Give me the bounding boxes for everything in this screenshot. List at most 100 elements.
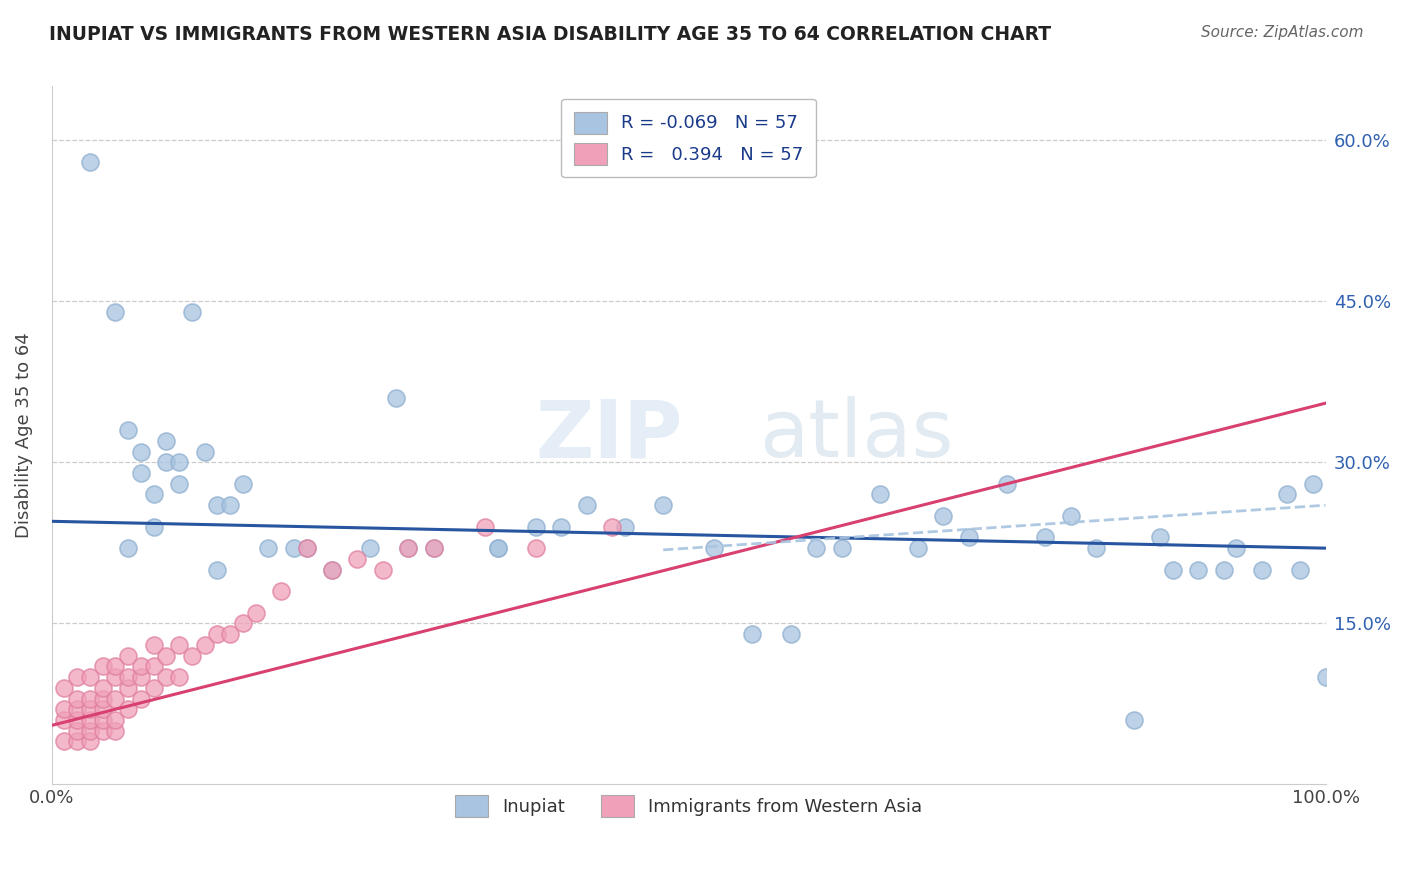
Point <box>117 670 139 684</box>
Point <box>232 476 254 491</box>
Point <box>703 541 725 556</box>
Point <box>1277 487 1299 501</box>
Point <box>396 541 419 556</box>
Point <box>117 423 139 437</box>
Point <box>295 541 318 556</box>
Point <box>346 552 368 566</box>
Text: atlas: atlas <box>759 396 953 475</box>
Point <box>79 713 101 727</box>
Point <box>66 734 89 748</box>
Point <box>53 702 76 716</box>
Point <box>600 519 623 533</box>
Text: ZIP: ZIP <box>536 396 683 475</box>
Point <box>232 616 254 631</box>
Legend: Inupiat, Immigrants from Western Asia: Inupiat, Immigrants from Western Asia <box>449 788 929 824</box>
Point <box>486 541 509 556</box>
Text: INUPIAT VS IMMIGRANTS FROM WESTERN ASIA DISABILITY AGE 35 TO 64 CORRELATION CHAR: INUPIAT VS IMMIGRANTS FROM WESTERN ASIA … <box>49 25 1052 44</box>
Point <box>219 498 242 512</box>
Point <box>1187 563 1209 577</box>
Point <box>129 659 152 673</box>
Point <box>117 541 139 556</box>
Point <box>117 702 139 716</box>
Point <box>550 519 572 533</box>
Point <box>207 627 229 641</box>
Point <box>167 476 190 491</box>
Point <box>66 723 89 738</box>
Point <box>79 723 101 738</box>
Point <box>194 638 217 652</box>
Point <box>613 519 636 533</box>
Point <box>741 627 763 641</box>
Point <box>1123 713 1146 727</box>
Point <box>91 713 114 727</box>
Point <box>129 691 152 706</box>
Point <box>142 638 165 652</box>
Point <box>257 541 280 556</box>
Point <box>117 681 139 695</box>
Point <box>1250 563 1272 577</box>
Point <box>524 541 547 556</box>
Point <box>831 541 853 556</box>
Point <box>79 702 101 716</box>
Point <box>995 476 1018 491</box>
Point <box>129 670 152 684</box>
Point <box>524 519 547 533</box>
Point <box>1033 530 1056 544</box>
Point <box>932 508 955 523</box>
Point <box>779 627 801 641</box>
Point <box>91 681 114 695</box>
Point <box>423 541 446 556</box>
Point <box>575 498 598 512</box>
Point <box>91 702 114 716</box>
Point <box>384 391 406 405</box>
Point <box>104 305 127 319</box>
Point <box>869 487 891 501</box>
Point <box>474 519 496 533</box>
Point <box>53 681 76 695</box>
Point <box>1149 530 1171 544</box>
Text: Source: ZipAtlas.com: Source: ZipAtlas.com <box>1201 25 1364 40</box>
Point <box>1315 670 1337 684</box>
Point <box>423 541 446 556</box>
Point <box>104 670 127 684</box>
Point <box>1289 563 1312 577</box>
Point <box>207 563 229 577</box>
Point <box>142 519 165 533</box>
Point <box>66 691 89 706</box>
Point <box>91 723 114 738</box>
Point <box>219 627 242 641</box>
Point <box>321 563 343 577</box>
Point <box>79 670 101 684</box>
Point <box>371 563 394 577</box>
Y-axis label: Disability Age 35 to 64: Disability Age 35 to 64 <box>15 333 32 538</box>
Point <box>142 681 165 695</box>
Point <box>180 648 202 663</box>
Point <box>155 455 177 469</box>
Point <box>155 648 177 663</box>
Point <box>155 670 177 684</box>
Point <box>283 541 305 556</box>
Point <box>1085 541 1108 556</box>
Point <box>79 154 101 169</box>
Point <box>1161 563 1184 577</box>
Point <box>129 444 152 458</box>
Point <box>79 691 101 706</box>
Point <box>1225 541 1247 556</box>
Point <box>104 723 127 738</box>
Point <box>66 713 89 727</box>
Point <box>129 466 152 480</box>
Point <box>1060 508 1083 523</box>
Point <box>207 498 229 512</box>
Point <box>167 638 190 652</box>
Point <box>104 659 127 673</box>
Point <box>53 713 76 727</box>
Point <box>66 702 89 716</box>
Point <box>270 584 292 599</box>
Point <box>652 498 675 512</box>
Point <box>142 487 165 501</box>
Point <box>321 563 343 577</box>
Point <box>53 734 76 748</box>
Point <box>486 541 509 556</box>
Point <box>104 713 127 727</box>
Point <box>142 659 165 673</box>
